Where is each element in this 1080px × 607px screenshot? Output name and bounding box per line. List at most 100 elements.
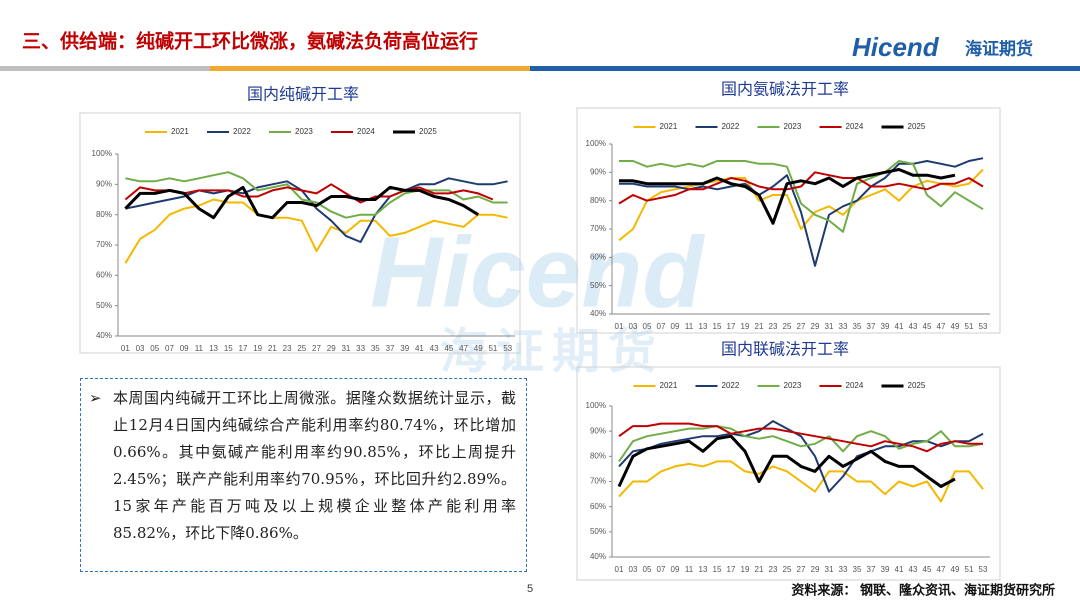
legend-label: 2023 <box>784 381 802 390</box>
legend-label: 2021 <box>660 381 678 390</box>
y-tick-label: 80% <box>590 451 606 460</box>
series-line <box>124 183 494 204</box>
legend-label: 2021 <box>660 122 678 131</box>
x-tick-label: 09 <box>671 565 680 574</box>
legend-label: 2024 <box>357 127 375 136</box>
x-tick-label: 19 <box>253 344 262 353</box>
chart-title: 国内氨碱法开工率 <box>721 80 849 99</box>
y-tick-label: 70% <box>96 240 112 249</box>
y-tick-label: 80% <box>96 210 112 219</box>
y-tick-label: 40% <box>590 309 606 318</box>
chart-title: 国内纯碱开工率 <box>247 85 359 104</box>
x-tick-label: 17 <box>727 322 736 331</box>
x-tick-label: 29 <box>327 344 336 353</box>
series-line <box>619 160 984 233</box>
x-tick-label: 33 <box>356 344 365 353</box>
logo-cn: 海证期货 <box>965 38 1033 58</box>
y-tick-label: 40% <box>96 331 112 340</box>
x-tick-label: 05 <box>643 565 652 574</box>
x-tick-label: 35 <box>371 344 380 353</box>
x-tick-label: 07 <box>165 344 174 353</box>
x-tick-label: 13 <box>209 344 218 353</box>
x-tick-label: 25 <box>297 344 306 353</box>
x-tick-label: 45 <box>923 565 932 574</box>
x-tick-label: 11 <box>195 344 204 353</box>
legend-label: 2024 <box>846 122 864 131</box>
x-tick-label: 11 <box>685 322 694 331</box>
x-tick-label: 51 <box>488 344 497 353</box>
series-line <box>618 425 984 462</box>
y-tick-label: 100% <box>586 401 606 410</box>
bullet: ➢ <box>89 389 102 407</box>
x-tick-label: 05 <box>643 322 652 331</box>
y-tick-label: 60% <box>96 270 112 279</box>
x-tick-label: 05 <box>150 344 159 353</box>
x-tick-label: 27 <box>797 322 806 331</box>
y-tick-label: 60% <box>590 502 606 511</box>
watermark: Hicend <box>370 216 705 328</box>
x-tick-label: 25 <box>783 565 792 574</box>
x-tick-label: 15 <box>713 565 722 574</box>
x-tick-label: 39 <box>400 344 409 353</box>
x-tick-label: 19 <box>741 565 750 574</box>
x-tick-label: 37 <box>867 322 876 331</box>
text-box: ➢ 本周国内纯碱开工环比上周微涨。据隆众数据统计显示，截止12月4日国内纯碱综合产… <box>80 378 527 572</box>
y-tick-label: 100% <box>92 149 112 158</box>
x-tick-label: 43 <box>909 322 918 331</box>
y-tick-label: 40% <box>590 552 606 561</box>
series-line <box>618 171 984 205</box>
x-tick-label: 19 <box>741 322 750 331</box>
x-tick-label: 09 <box>671 322 680 331</box>
x-tick-label: 47 <box>937 322 946 331</box>
x-tick-label: 27 <box>312 344 321 353</box>
x-tick-label: 17 <box>239 344 248 353</box>
x-tick-label: 23 <box>769 565 778 574</box>
legend-label: 2022 <box>233 127 251 136</box>
x-tick-label: 01 <box>121 344 130 353</box>
x-tick-label: 13 <box>699 565 708 574</box>
x-tick-label: 41 <box>895 565 904 574</box>
legend-label: 2023 <box>295 127 313 136</box>
x-tick-label: 47 <box>937 565 946 574</box>
x-tick-label: 49 <box>474 344 483 353</box>
x-tick-label: 41 <box>415 344 424 353</box>
x-tick-label: 49 <box>951 322 960 331</box>
x-tick-label: 01 <box>615 322 624 331</box>
x-tick-label: 01 <box>615 565 624 574</box>
series-line <box>125 171 508 219</box>
x-tick-label: 29 <box>811 322 820 331</box>
y-tick-label: 60% <box>590 252 606 261</box>
x-tick-label: 25 <box>783 322 792 331</box>
x-tick-label: 11 <box>685 565 694 574</box>
x-tick-label: 21 <box>755 565 764 574</box>
series-line <box>619 168 956 225</box>
x-tick-label: 09 <box>180 344 189 353</box>
x-tick-label: 35 <box>853 565 862 574</box>
chart-title: 国内联碱法开工率 <box>721 340 849 359</box>
x-tick-label: 39 <box>881 322 890 331</box>
chart-frame <box>576 366 1001 581</box>
x-tick-label: 37 <box>386 344 395 353</box>
x-tick-label: 45 <box>444 344 453 353</box>
series-line <box>618 422 983 453</box>
x-tick-label: 49 <box>951 565 960 574</box>
x-tick-label: 03 <box>136 344 145 353</box>
x-tick-label: 51 <box>965 565 974 574</box>
x-tick-label: 27 <box>797 565 806 574</box>
x-tick-label: 31 <box>341 344 350 353</box>
y-tick-label: 50% <box>590 527 606 536</box>
paragraph: 本周国内纯碱开工环比上周微涨。据隆众数据统计显示，截止12月4日国内纯碱综合产能… <box>113 389 516 542</box>
series-line <box>125 177 508 243</box>
legend-label: 2025 <box>419 127 437 136</box>
x-tick-label: 31 <box>825 322 834 331</box>
x-tick-label: 53 <box>979 565 988 574</box>
legend-label: 2022 <box>722 122 740 131</box>
y-tick-label: 50% <box>590 281 606 290</box>
series-line <box>617 434 956 488</box>
chart-frame <box>79 112 521 354</box>
x-tick-label: 39 <box>881 565 890 574</box>
stripe <box>210 66 530 71</box>
x-tick-label: 23 <box>769 322 778 331</box>
y-tick-label: 70% <box>590 224 606 233</box>
